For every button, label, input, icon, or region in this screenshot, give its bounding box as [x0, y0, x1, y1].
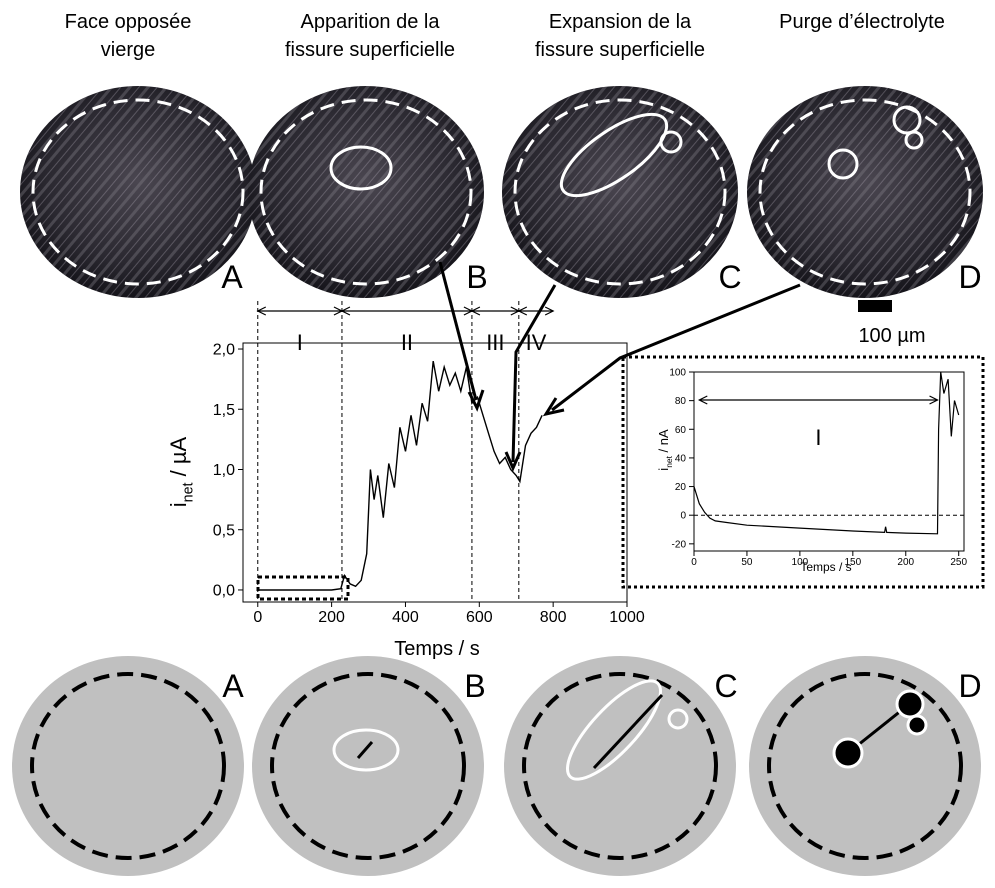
- region-label: IV: [526, 330, 547, 355]
- y-axis-label: inet / nA: [656, 429, 674, 471]
- region-label: I: [815, 425, 821, 450]
- panel-letter: D: [958, 259, 981, 295]
- y-tick-label: 0: [680, 511, 686, 522]
- schematic: [252, 656, 484, 876]
- x-tick-label: 1000: [609, 609, 645, 626]
- panel-title: Purge d’électrolyte: [779, 11, 945, 33]
- panel-title: Expansion de la: [549, 11, 692, 33]
- schematic: [749, 656, 981, 876]
- y-tick-label: 100: [669, 368, 686, 379]
- panel-title: vierge: [101, 39, 155, 61]
- zoom-box: [256, 575, 350, 601]
- photo: [502, 86, 738, 298]
- data-line: [257, 360, 543, 591]
- x-tick-label: 100: [792, 557, 809, 568]
- x-tick-label: 0: [253, 609, 262, 626]
- region-label: I: [297, 330, 303, 355]
- y-tick-label: 1,5: [213, 402, 235, 419]
- region-label: II: [401, 330, 413, 355]
- x-axis-label: Temps / s: [800, 560, 851, 574]
- y-axis-label-sub: net: [664, 455, 674, 467]
- y-tick-label: 20: [675, 482, 687, 493]
- panel-letter: B: [466, 259, 487, 295]
- region-arrowheads: [697, 395, 939, 405]
- y-tick-label: 0,5: [213, 522, 235, 539]
- x-axis-label: Temps / s: [394, 638, 480, 660]
- y-axis-label: inet / µA: [166, 436, 197, 507]
- panel-title: fissure superficielle: [535, 39, 705, 61]
- y-tick-label: 0,0: [213, 583, 235, 600]
- y-axis-label-unit: / nA: [656, 429, 671, 456]
- schematic: [504, 656, 736, 876]
- photo: [20, 86, 256, 298]
- x-tick-label: 400: [392, 609, 419, 626]
- panel-letter: A: [221, 259, 243, 295]
- y-tick-label: -20: [672, 539, 687, 550]
- x-tick-label: 600: [466, 609, 493, 626]
- plot-frame: [242, 342, 628, 603]
- schematic: [12, 656, 244, 876]
- panel-title: Face opposée: [65, 11, 192, 33]
- x-tick-label: 0: [691, 557, 697, 568]
- x-tick-label: 200: [897, 557, 914, 568]
- y-axis-label-main: i: [166, 502, 191, 507]
- photos: [20, 86, 983, 298]
- y-tick-label: 80: [675, 396, 687, 407]
- x-tick-label: 250: [950, 557, 967, 568]
- panel-letter: A: [222, 668, 244, 704]
- pointer-arrows: [438, 261, 801, 472]
- panel-letter: C: [714, 668, 737, 704]
- y-axis-label-sub: net: [181, 482, 197, 502]
- plot-frame: [693, 371, 965, 552]
- y-tick-label: 40: [675, 453, 687, 464]
- photo: [747, 86, 983, 298]
- region-label: III: [486, 330, 504, 355]
- y-tick-label: 2,0: [213, 342, 235, 359]
- y-axis-label-unit: / µA: [166, 436, 191, 482]
- photo: [248, 86, 484, 298]
- y-tick-label: 1,0: [213, 462, 235, 479]
- x-tick-label: 50: [741, 557, 753, 568]
- panel-letter: C: [718, 259, 741, 295]
- panel-letter: B: [464, 668, 485, 704]
- y-axis-label-main: i: [656, 468, 671, 471]
- panel-letter: D: [958, 668, 981, 704]
- scale-label: 100 µm: [858, 325, 925, 347]
- schematics: [12, 656, 981, 876]
- y-tick-label: 60: [675, 425, 687, 436]
- x-tick-label: 200: [318, 609, 345, 626]
- scale-bar: [858, 300, 892, 312]
- inset-frame: [621, 355, 985, 589]
- data-line: [693, 371, 960, 535]
- panel-title: fissure superficielle: [285, 39, 455, 61]
- x-tick-label: 800: [540, 609, 567, 626]
- panel-title: Apparition de la: [301, 11, 441, 33]
- x-tick-label: 150: [844, 557, 861, 568]
